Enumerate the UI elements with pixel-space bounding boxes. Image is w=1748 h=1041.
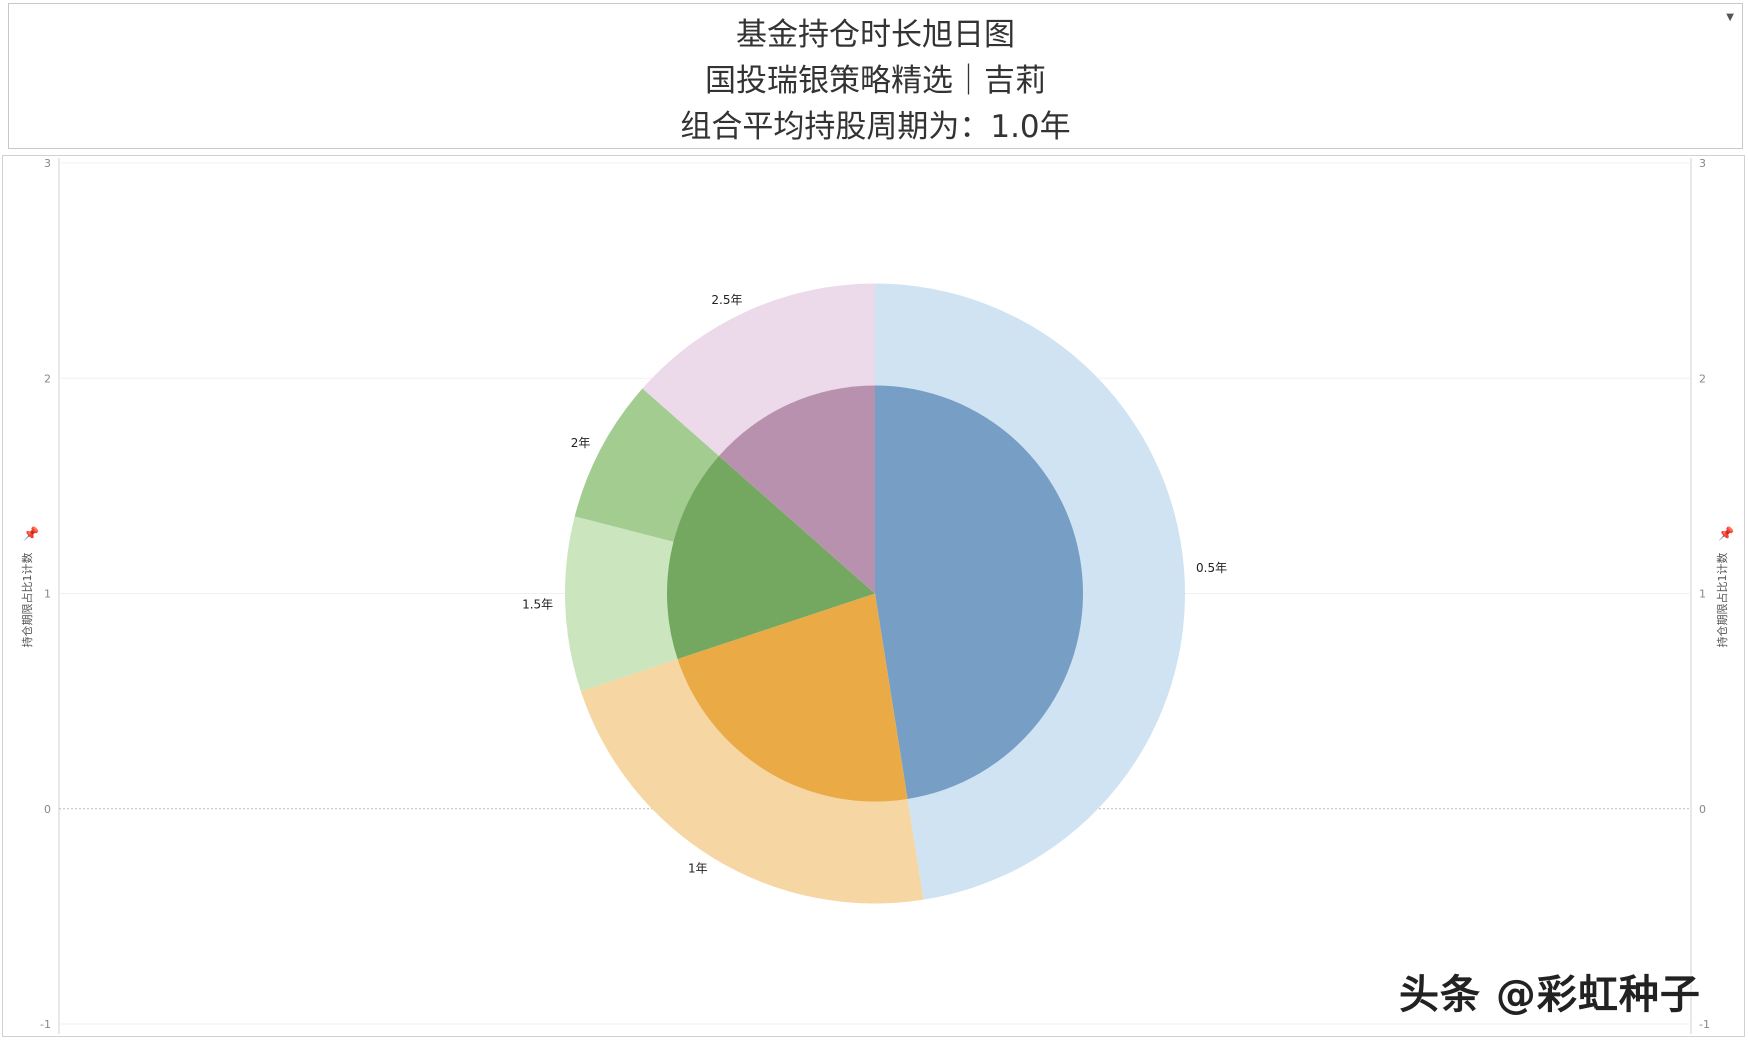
outer-slice-1年[interactable] bbox=[580, 658, 924, 904]
average-holding-period: 组合平均持股周期为：1.0年 bbox=[680, 109, 1071, 145]
inner-slice[interactable] bbox=[718, 385, 875, 594]
inner-slice[interactable] bbox=[875, 385, 1083, 799]
left-tick-label: 3 bbox=[44, 157, 51, 170]
slice-label: 1.5年 bbox=[522, 598, 553, 612]
slice-label: 2.5年 bbox=[711, 293, 742, 307]
left-tick-label: -1 bbox=[40, 1018, 51, 1031]
outer-slice-1.5年[interactable] bbox=[565, 516, 679, 692]
slice-label: 2年 bbox=[571, 436, 591, 450]
right-tick-label: 1 bbox=[1699, 588, 1706, 601]
chart-subtitle: 国投瑞银策略精选｜吉莉 bbox=[705, 63, 1046, 99]
right-axis-title: 持仓期限占比1计数 bbox=[1715, 553, 1729, 648]
inner-slice[interactable] bbox=[677, 593, 908, 802]
chart-pane bbox=[2, 155, 1745, 1037]
slice-label: 0.5年 bbox=[1196, 561, 1227, 575]
right-tick-label: -1 bbox=[1699, 1018, 1710, 1031]
left-tick-label: 2 bbox=[44, 372, 51, 385]
right-tick-label: 2 bbox=[1699, 372, 1706, 385]
outer-slice-2年[interactable] bbox=[574, 388, 720, 543]
left-tick-label: 1 bbox=[44, 588, 51, 601]
slice-label: 1年 bbox=[688, 862, 708, 876]
outer-slice-2.5年[interactable] bbox=[642, 283, 875, 457]
title-panel: 基金持仓时长旭日图 国投瑞银策略精选｜吉莉 组合平均持股周期为：1.0年 ▼ bbox=[8, 3, 1743, 149]
chart-title: 基金持仓时长旭日图 bbox=[736, 17, 1015, 53]
right-tick-label: 0 bbox=[1699, 803, 1706, 816]
pin-icon[interactable]: 📌 bbox=[1718, 525, 1734, 542]
left-tick-label: 0 bbox=[44, 803, 51, 816]
pin-icon[interactable]: 📌 bbox=[23, 525, 39, 542]
dropdown-arrow-icon[interactable]: ▼ bbox=[1726, 12, 1734, 23]
left-axis-title: 持仓期限占比1计数 bbox=[20, 553, 34, 648]
inner-slice[interactable] bbox=[667, 455, 875, 660]
right-tick-label: 3 bbox=[1699, 157, 1706, 170]
watermark: 头条 @彩虹种子 bbox=[1399, 972, 1701, 1018]
outer-slice-0.5年[interactable] bbox=[875, 283, 1186, 900]
